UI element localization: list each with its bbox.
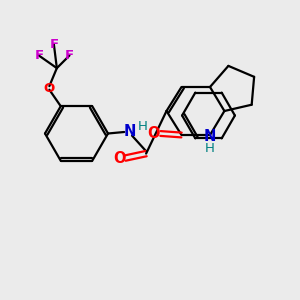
Text: N: N [204, 129, 216, 144]
Text: O: O [44, 82, 55, 95]
Text: F: F [49, 38, 58, 51]
Text: F: F [65, 49, 74, 62]
Text: F: F [34, 49, 44, 62]
Text: H: H [137, 119, 147, 133]
Text: H: H [205, 142, 215, 155]
Text: O: O [113, 151, 126, 166]
Text: N: N [123, 124, 136, 140]
Text: O: O [148, 126, 160, 141]
